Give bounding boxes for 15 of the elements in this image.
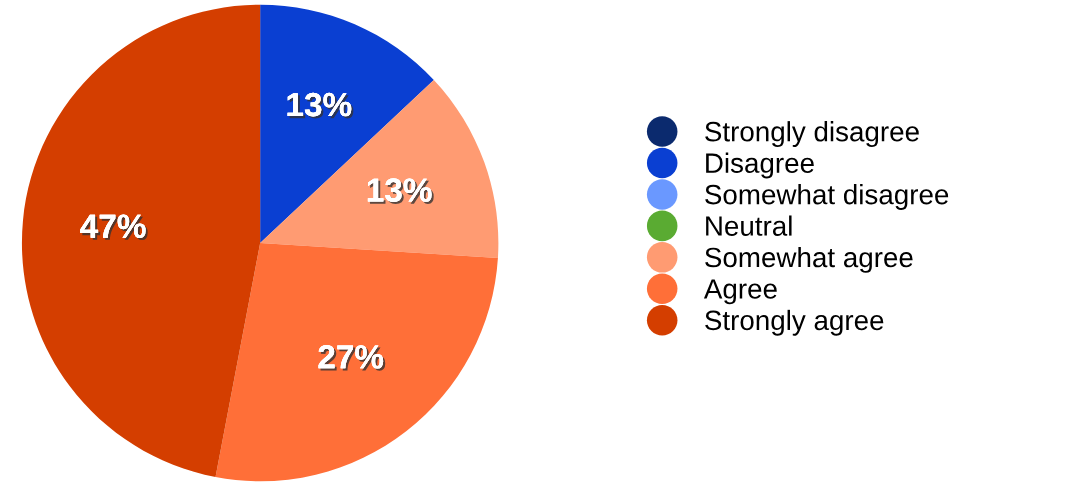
- legend-label: Strongly agree: [705, 309, 884, 336]
- data-label: 47%: [80, 214, 148, 241]
- pie-slice: [260, 79, 499, 258]
- legend-label: Neutral: [706, 215, 792, 236]
- data-label: 13%: [367, 178, 434, 205]
- pie-slice: [215, 243, 498, 482]
- pie-slice: [22, 4, 261, 478]
- pie-slice: [260, 4, 434, 243]
- legend-label: Agree: [703, 279, 777, 305]
- legend-label: Disagree: [706, 152, 814, 179]
- data-label: 27%: [318, 345, 386, 371]
- legend-label: Somewhat agree: [705, 246, 913, 273]
- data-label: 13%: [287, 92, 354, 119]
- legend-label: Somewhat disagree: [705, 184, 949, 210]
- legend-label: Strongly disagree: [705, 121, 919, 148]
